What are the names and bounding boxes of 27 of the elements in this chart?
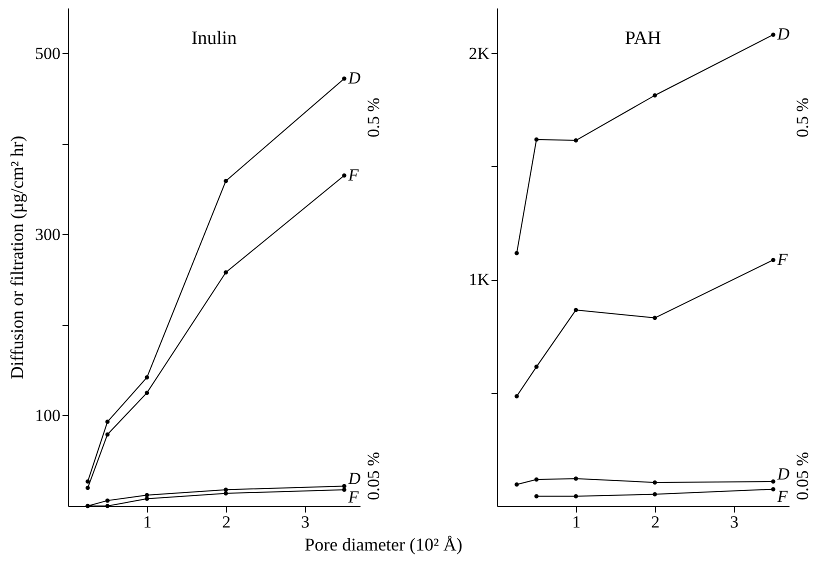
- y-axis-title: Diffusion or filtration (µg/cm² hr): [7, 136, 27, 380]
- series-label: D: [776, 24, 790, 44]
- x-tick-label: 2: [651, 512, 660, 532]
- text: 0.5 %: [793, 98, 812, 138]
- y-tick-label: 100: [35, 406, 60, 425]
- x-tick-label: 1: [143, 512, 152, 532]
- text: PAH: [624, 28, 662, 49]
- text: 0.05 %: [364, 452, 383, 500]
- series-label: F: [776, 487, 788, 506]
- x-axis-title: Pore diameter (10² Å): [304, 534, 462, 554]
- x-tick-label: 2: [222, 512, 231, 532]
- x-tick-label: 1: [572, 512, 581, 532]
- text: 0.05 %: [793, 452, 812, 500]
- series-label: D: [347, 68, 362, 88]
- series-label: F: [347, 488, 360, 507]
- y-tick-label: 1K: [468, 270, 490, 290]
- series-label: D: [776, 464, 790, 484]
- series-label: F: [776, 250, 788, 269]
- x-tick-label: 3: [301, 512, 310, 532]
- x-tick-label: 3: [730, 512, 739, 532]
- y-tick-label: 300: [35, 224, 60, 244]
- y-tick-label: 500: [35, 44, 60, 63]
- text: 0.5 %: [364, 98, 383, 138]
- y-tick-label: 2K: [468, 44, 490, 63]
- series-label: F: [347, 166, 360, 185]
- series-label: D: [347, 469, 362, 488]
- text: Inulin: [191, 28, 238, 49]
